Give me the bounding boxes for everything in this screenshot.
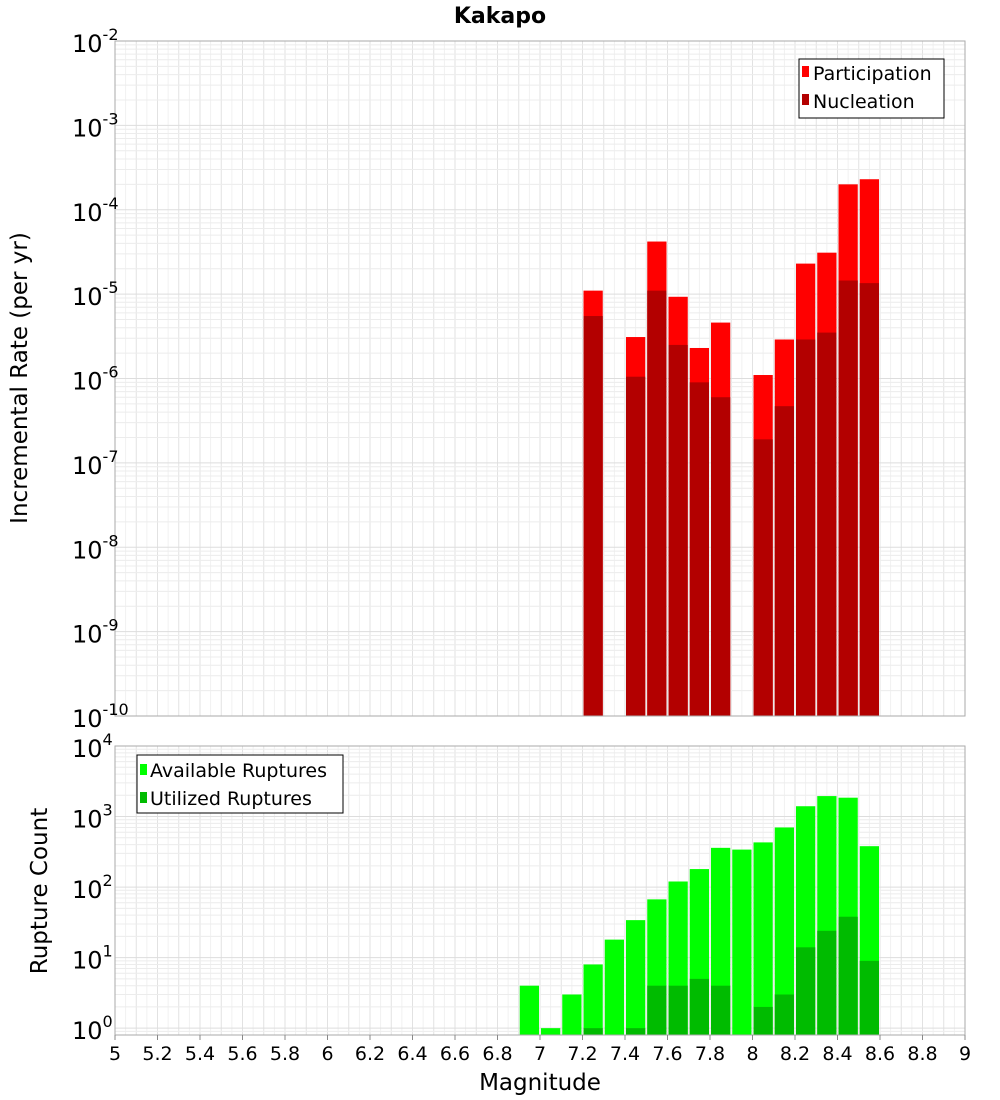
rate-bar-nucleation <box>753 439 773 716</box>
rate-bar-nucleation <box>626 376 646 716</box>
rate-y-tick-label: 10-9 <box>72 616 119 649</box>
rate-bar-nucleation <box>689 382 709 716</box>
available-ruptures-legend-label: Available Ruptures <box>150 760 327 782</box>
rate-bar-nucleation <box>817 332 837 716</box>
count-panel: 100 101 102 103 104 5 5.2 5.4 5.6 5.8 6 6.2 6.4 6.6 6… <box>27 730 971 1096</box>
x-tick-label: 5.6 <box>227 1043 257 1065</box>
count-bar-utilized-ruptures <box>647 985 667 1035</box>
rate-plot-frame <box>114 40 966 717</box>
rate-y-tick-label: 10-7 <box>72 447 119 480</box>
rate-y-tick-label: 10-3 <box>72 109 119 142</box>
count-y-tick-label: 102 <box>72 871 113 904</box>
x-axis-label: Magnitude <box>479 1070 601 1096</box>
count-bars <box>519 796 879 1035</box>
x-tick-label: 8.6 <box>865 1043 895 1065</box>
x-tick-label: 6.6 <box>440 1043 470 1065</box>
x-tick-label: 8.8 <box>907 1043 937 1065</box>
count-bar-available-ruptures <box>583 964 603 1035</box>
rate-y-tick-label: 10-2 <box>72 25 119 58</box>
rate-y-tick-label: 10-8 <box>72 531 119 564</box>
rate-y-tick-label: 10-4 <box>72 194 119 227</box>
count-bar-utilized-ruptures <box>838 916 858 1035</box>
rate-grid <box>114 41 966 717</box>
x-tick-label: 8.2 <box>780 1043 810 1065</box>
participation-legend-label: Participation <box>813 63 932 85</box>
rate-panel: 10-10 10-9 10-8 10-7 10-6 10-5 10-4 10-3 10-2 In… <box>7 25 966 733</box>
count-y-tick-label: 100 <box>72 1012 113 1045</box>
rate-bar-nucleation <box>668 344 688 716</box>
rate-y-axis-label: Incremental Rate (per yr) <box>7 232 33 524</box>
x-tick-label: 6.2 <box>355 1043 385 1065</box>
count-bar-available-ruptures <box>519 985 539 1035</box>
x-tick-label: 5.4 <box>185 1043 215 1065</box>
count-bar-utilized-ruptures <box>753 1006 773 1035</box>
count-y-tick-label: 101 <box>72 942 113 975</box>
count-bar-available-ruptures <box>753 842 773 1035</box>
rate-legend-box <box>798 58 945 119</box>
count-bar-utilized-ruptures <box>859 960 879 1035</box>
magnitude-x-ticks: 5 5.2 5.4 5.6 5.8 6 6.2 6.4 6.6 6.8 7 7.2 7.4 7.6 7.8 8… <box>109 1035 971 1065</box>
count-y-tick-label: 104 <box>72 730 113 763</box>
count-bar-available-ruptures <box>562 994 582 1035</box>
count-bar-utilized-ruptures <box>774 994 794 1035</box>
rate-bar-nucleation <box>796 339 816 716</box>
rate-y-tick-label: 10-5 <box>72 278 119 311</box>
x-tick-label: 7.8 <box>695 1043 725 1065</box>
count-bar-utilized-ruptures <box>689 978 709 1035</box>
count-bar-available-ruptures <box>541 1028 561 1035</box>
rate-bar-nucleation <box>647 290 667 716</box>
count-bar-available-ruptures <box>774 827 794 1035</box>
nucleation-swatch <box>802 94 809 105</box>
rate-bars <box>583 179 879 717</box>
available-ruptures-swatch <box>140 764 147 775</box>
x-tick-label: 8.4 <box>822 1043 852 1065</box>
chart-title: Kakapo <box>454 4 546 29</box>
x-tick-label: 5.8 <box>270 1043 300 1065</box>
utilized-ruptures-legend-label: Utilized Ruptures <box>150 788 312 810</box>
x-tick-label: 6.4 <box>397 1043 427 1065</box>
x-tick-label: 6 <box>321 1043 333 1065</box>
rate-bar-nucleation <box>859 283 879 716</box>
x-tick-label: 5.2 <box>142 1043 172 1065</box>
x-tick-label: 5 <box>109 1043 121 1065</box>
count-bar-utilized-ruptures <box>711 985 731 1035</box>
count-y-tick-label: 103 <box>72 801 113 834</box>
rate-y-tick-label: 10-10 <box>72 700 129 733</box>
count-bar-available-ruptures <box>604 939 624 1035</box>
count-y-ticks: 100 101 102 103 104 <box>72 730 113 1045</box>
count-bar-utilized-ruptures <box>626 1028 646 1035</box>
x-tick-label: 8 <box>746 1043 758 1065</box>
count-y-axis-label: Rupture Count <box>27 808 53 974</box>
count-bar-utilized-ruptures <box>817 930 837 1035</box>
count-legend-box <box>136 754 344 814</box>
count-bar-utilized-ruptures <box>583 1028 603 1035</box>
x-tick-label: 7.2 <box>567 1043 597 1065</box>
x-tick-label: 9 <box>959 1043 971 1065</box>
count-bar-utilized-ruptures <box>796 947 816 1035</box>
utilized-ruptures-swatch <box>140 792 147 803</box>
rate-y-ticks: 10-10 10-9 10-8 10-7 10-6 10-5 10-4 10-3 10-2 <box>72 25 129 733</box>
count-bar-utilized-ruptures <box>668 985 688 1035</box>
rate-y-tick-label: 10-6 <box>72 363 119 396</box>
participation-swatch <box>802 66 809 77</box>
count-legend: Available Ruptures Utilized Ruptures <box>136 754 344 814</box>
count-bar-available-ruptures <box>626 920 646 1035</box>
x-tick-label: 7 <box>534 1043 546 1065</box>
nucleation-legend-label: Nucleation <box>813 91 915 113</box>
x-tick-label: 7.6 <box>652 1043 682 1065</box>
rate-bar-nucleation <box>711 397 731 716</box>
count-bar-available-ruptures <box>732 849 752 1035</box>
rate-bar-nucleation <box>583 316 603 716</box>
rate-bar-nucleation <box>774 406 794 716</box>
rate-bar-nucleation <box>838 280 858 716</box>
rate-legend: Participation Nucleation <box>798 58 945 119</box>
x-tick-label: 6.8 <box>482 1043 512 1065</box>
x-tick-label: 7.4 <box>610 1043 640 1065</box>
